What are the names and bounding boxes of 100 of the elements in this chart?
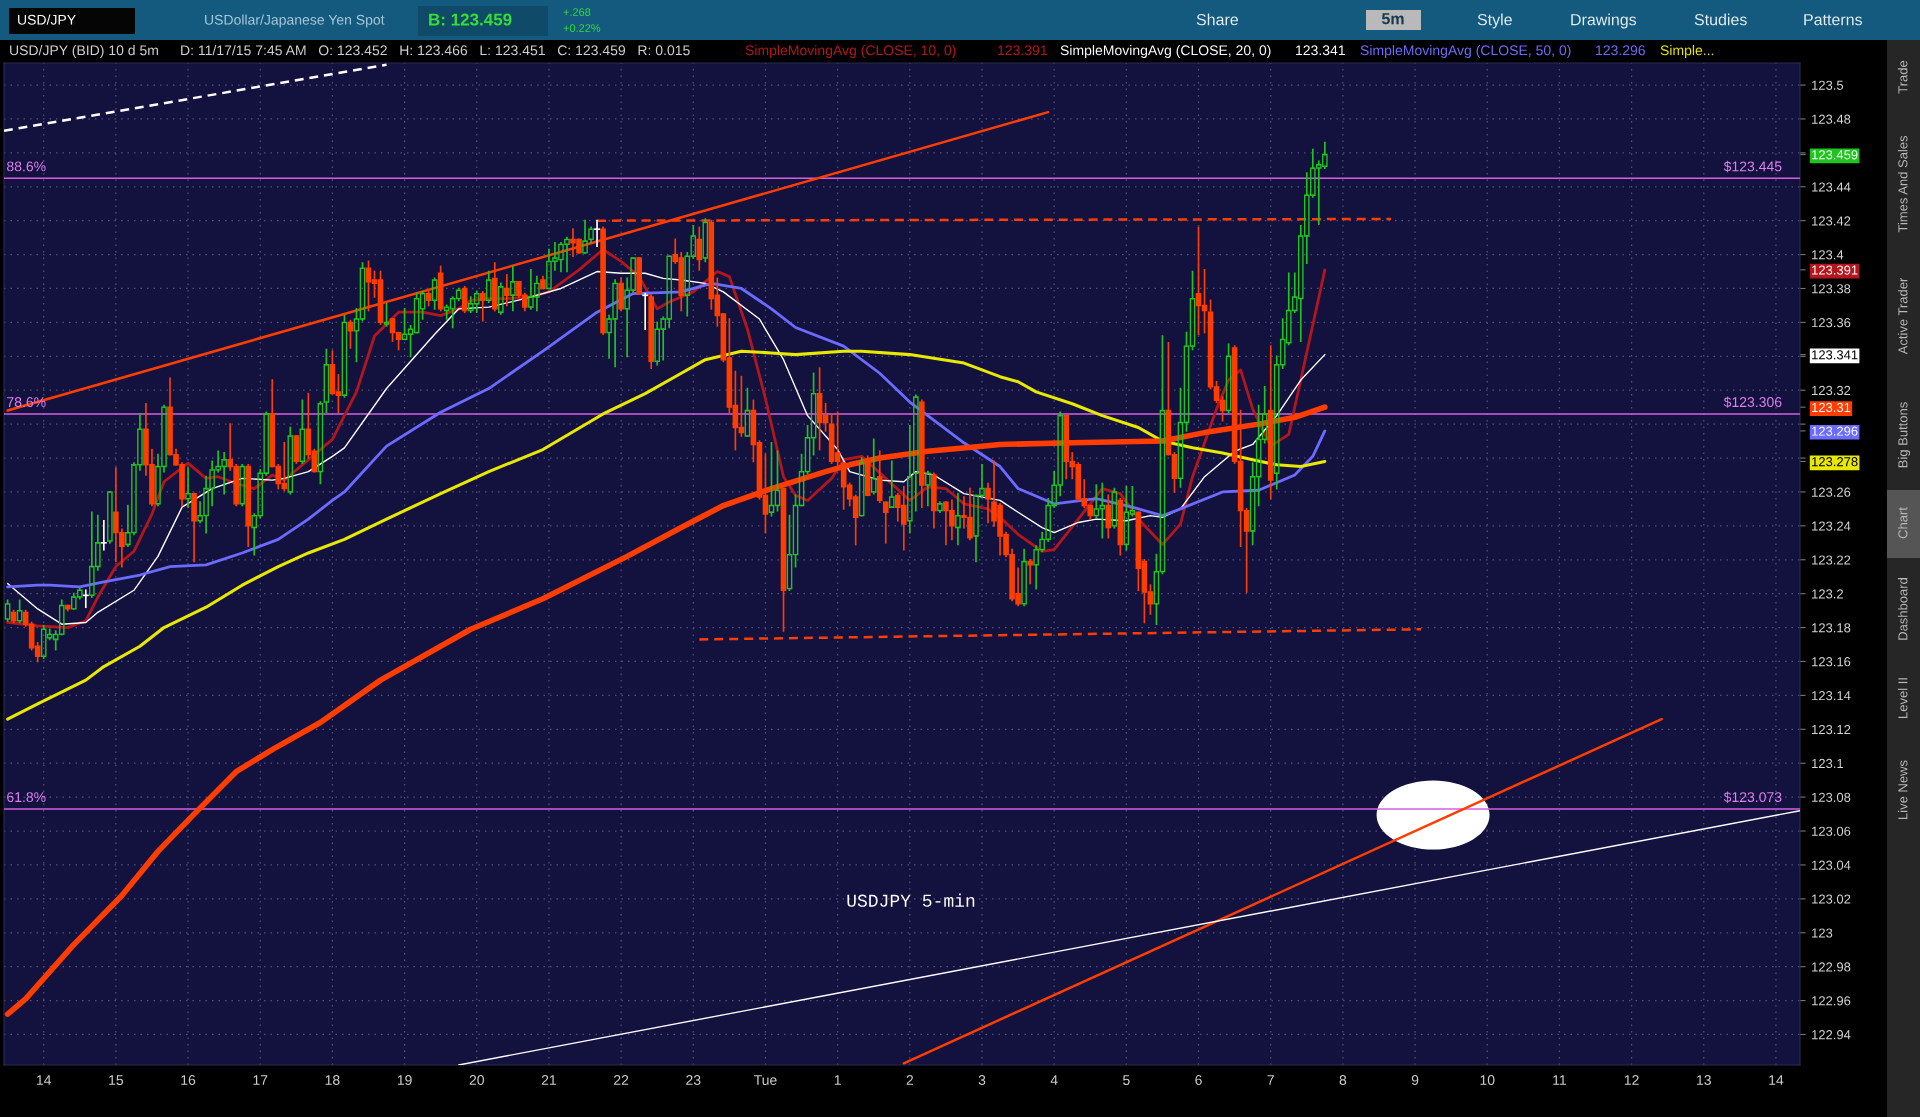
candlestick [594, 219, 600, 247]
x-tick-label: 7 [1267, 1075, 1274, 1085]
x-tick-label: 10 [1480, 1075, 1495, 1086]
x-tick-label: 12 [1624, 1075, 1639, 1085]
text: 123.296 [1596, 45, 1645, 56]
y-tick-label: 123.02 [1812, 894, 1851, 904]
candlestick [888, 460, 895, 508]
chart-subtitle: D: 11/17/15 7:45 AM O: 123.452 H: 123.466 L: 123.451 C: 123.459 R: 0.015 [181, 44, 690, 56]
y-tick-label: 123.278 [1812, 457, 1858, 467]
x-tick-label: 14 [1769, 1075, 1784, 1085]
y-tick-label: 123.459 [1812, 150, 1858, 160]
x-tick-label: 20 [469, 1075, 484, 1086]
x-tick-label: 23 [686, 1075, 701, 1086]
candlestick [485, 270, 492, 303]
text: 123.341 [1296, 45, 1345, 56]
ref-line-label: $123.445 [1723, 160, 1782, 173]
text: Chart [1897, 507, 1908, 539]
y-tick-label: 123.31 [1812, 402, 1851, 413]
candlestick [1027, 558, 1033, 585]
y-tick-label: 123.08 [1812, 792, 1851, 802]
x-tick-label: 3 [978, 1075, 986, 1086]
text: Drawings [1571, 13, 1637, 29]
y-tick-label: 123.2 [1812, 589, 1843, 599]
y-tick-label: 123.24 [1812, 521, 1851, 531]
candlestick [744, 387, 751, 437]
x-tick-label: 16 [181, 1075, 196, 1086]
candlestick [1111, 487, 1118, 529]
y-tick-label: 123.26 [1812, 487, 1851, 497]
text: Live News [1897, 760, 1908, 819]
x-tick-label: 8 [1339, 1075, 1347, 1086]
candlestick [702, 218, 709, 263]
x-tick-label: 22 [614, 1075, 629, 1085]
candlestick [925, 470, 931, 507]
candlestick [504, 274, 510, 307]
ref-line-label: $123.073 [1723, 791, 1782, 803]
text: Simple... [1660, 44, 1714, 59]
y-tick-label: 123.391 [1812, 265, 1858, 275]
y-tick-label: 123.22 [1812, 555, 1851, 565]
candlestick [582, 219, 588, 254]
y-tick-label: 123 [1812, 928, 1833, 938]
annotation: 88.6% [7, 161, 46, 172]
candlestick [299, 399, 306, 464]
x-tick-label: 15 [109, 1075, 124, 1086]
candlestick [642, 292, 649, 331]
candlestick [100, 519, 107, 551]
text: SimpleMovingAvg (CLOSE, 20, 0) [1060, 44, 1271, 59]
text: Big Buttons [1897, 402, 1911, 468]
y-tick-label: 123.16 [1812, 657, 1851, 667]
x-tick-label: 1 [834, 1075, 841, 1085]
text: SimpleMovingAvg (CLOSE, 50, 0) [1360, 44, 1571, 59]
y-tick-label: 123.296 [1812, 426, 1858, 436]
x-tick-label: 9 [1411, 1075, 1419, 1086]
y-tick-label: 123.06 [1812, 826, 1851, 836]
candlestick [239, 463, 245, 507]
candlestick [323, 348, 330, 414]
text: Active Trader [1897, 277, 1908, 355]
y-tick-label: 123.12 [1812, 724, 1851, 735]
candlestick [1021, 548, 1027, 607]
y-tick-label: 123.1 [1812, 758, 1844, 769]
x-tick-label: Tue [753, 1075, 777, 1086]
annotation: 61.8% [7, 792, 46, 803]
y-tick-label: 123.32 [1812, 385, 1851, 396]
candlestick [913, 394, 919, 512]
text: 5m [1381, 13, 1404, 25]
candlestick [185, 467, 191, 509]
candlestick [498, 282, 504, 315]
x-tick-label: 19 [397, 1075, 412, 1086]
x-tick-label: 4 [1050, 1075, 1058, 1085]
candlestick [287, 426, 294, 495]
y-tick-label: 123.04 [1812, 860, 1851, 870]
candlestick [461, 285, 468, 314]
candlestick [907, 424, 913, 534]
text: USDollar/Japanese Yen Spot [205, 14, 385, 28]
y-tick-label: 123.4 [1812, 250, 1844, 260]
text: SimpleMovingAvg (CLOSE, 10, 0) [745, 44, 956, 59]
y-tick-label: 123.14 [1812, 691, 1851, 701]
y-tick-label: 123.38 [1812, 284, 1851, 294]
annotation: USDJPY 5-min [847, 893, 975, 907]
x-tick-label: 5 [1123, 1075, 1130, 1086]
text: B: 123.459 [429, 13, 512, 26]
y-tick-label: 123.36 [1812, 318, 1851, 328]
text: +0.22% [563, 24, 601, 32]
text: Style [1477, 13, 1512, 29]
candlestick [870, 438, 877, 495]
y-tick-label: 123.341 [1812, 350, 1858, 360]
candlestick [985, 482, 991, 524]
text: Studies [1694, 13, 1747, 26]
text: +.268 [563, 8, 591, 16]
x-tick-label: 6 [1195, 1075, 1202, 1086]
x-tick-label: 14 [36, 1075, 52, 1085]
y-tick-label: 123.48 [1812, 114, 1851, 124]
x-tick-label: 21 [541, 1075, 557, 1085]
x-tick-label: 2 [906, 1075, 914, 1085]
text: Times And Sales [1897, 135, 1908, 233]
candlestick [882, 501, 889, 544]
text: 123.391 [998, 45, 1047, 56]
candlestick [510, 265, 516, 312]
y-tick-label: 123.44 [1812, 182, 1851, 192]
x-tick-label: 17 [253, 1075, 268, 1085]
text: Patterns [1804, 14, 1863, 26]
